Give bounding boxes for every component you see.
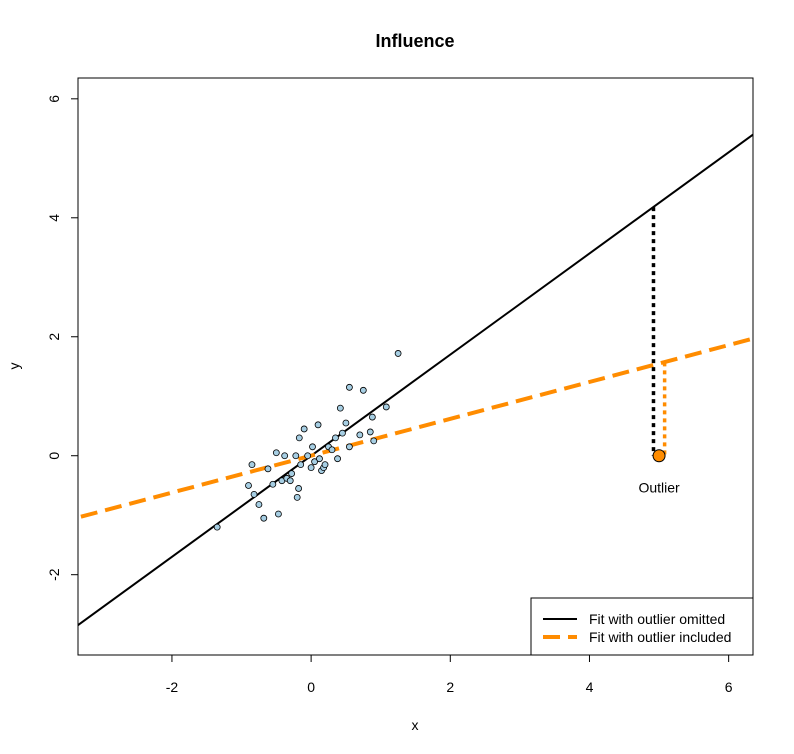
fit-line-included <box>78 336 753 520</box>
outlier-point <box>652 449 666 463</box>
data-point <box>292 452 300 460</box>
chart-title: Influence <box>375 31 454 51</box>
data-point <box>300 425 308 433</box>
data-point <box>366 428 374 436</box>
data-point <box>309 443 316 451</box>
y-tick-label: -2 <box>46 568 62 581</box>
plot-frame <box>77 77 754 656</box>
y-tick-label: 4 <box>46 214 62 222</box>
data-point <box>264 465 272 473</box>
data-point <box>293 493 301 501</box>
data-point <box>316 455 323 463</box>
data-point <box>295 434 303 442</box>
data-point <box>307 464 315 472</box>
data-point <box>286 477 294 485</box>
data-point <box>345 383 353 391</box>
data-point <box>334 455 341 463</box>
y-axis-label: y <box>6 363 22 370</box>
data-point <box>314 421 322 429</box>
data-point <box>359 386 367 394</box>
x-axis: -2 0 2 4 6 <box>166 654 733 695</box>
data-point <box>250 490 258 498</box>
legend-label-included: Fit with outlier included <box>589 629 731 645</box>
data-point <box>260 514 268 522</box>
data-point <box>248 461 256 469</box>
data-point <box>345 443 353 451</box>
fit-line-omitted <box>78 133 753 627</box>
data-point <box>213 523 221 531</box>
data-point <box>339 429 346 437</box>
data-point <box>288 470 296 477</box>
data-point <box>275 510 282 518</box>
x-tick-label: 2 <box>446 679 454 695</box>
legend-box <box>530 597 754 656</box>
data-point <box>332 434 339 442</box>
data-point <box>311 458 318 466</box>
data-point <box>356 431 364 439</box>
data-point <box>272 449 280 457</box>
x-tick-label: 6 <box>725 679 733 695</box>
x-tick-label: 0 <box>307 679 315 695</box>
data-point <box>281 452 289 460</box>
data-point <box>328 446 336 454</box>
residual-lines <box>651 207 667 456</box>
data-point <box>342 419 350 427</box>
data-point <box>321 461 329 469</box>
legend: Fit with outlier omitted Fit with outlie… <box>530 597 754 656</box>
data-point <box>297 461 305 469</box>
y-axis: -2 0 2 4 6 <box>46 95 79 581</box>
legend-label-omitted: Fit with outlier omitted <box>589 611 725 627</box>
data-point <box>245 482 252 489</box>
data-point <box>382 403 390 411</box>
scatter-points <box>213 350 402 531</box>
data-point <box>368 413 376 421</box>
x-tick-label: -2 <box>166 679 179 695</box>
plot-area <box>78 133 753 627</box>
data-point <box>304 452 312 460</box>
outlier-label: Outlier <box>638 480 680 496</box>
y-tick-label: 0 <box>46 452 62 460</box>
data-point <box>370 437 378 445</box>
y-tick-label: 2 <box>46 333 62 341</box>
outlier-group <box>652 449 666 463</box>
y-tick-label: 6 <box>46 95 62 103</box>
data-point <box>336 404 344 412</box>
data-point <box>255 501 263 508</box>
x-axis-label: x <box>412 717 419 733</box>
fit-lines <box>78 133 753 627</box>
data-point <box>394 350 402 357</box>
data-point <box>269 480 277 488</box>
data-point <box>295 485 302 492</box>
x-tick-label: 4 <box>586 679 594 695</box>
